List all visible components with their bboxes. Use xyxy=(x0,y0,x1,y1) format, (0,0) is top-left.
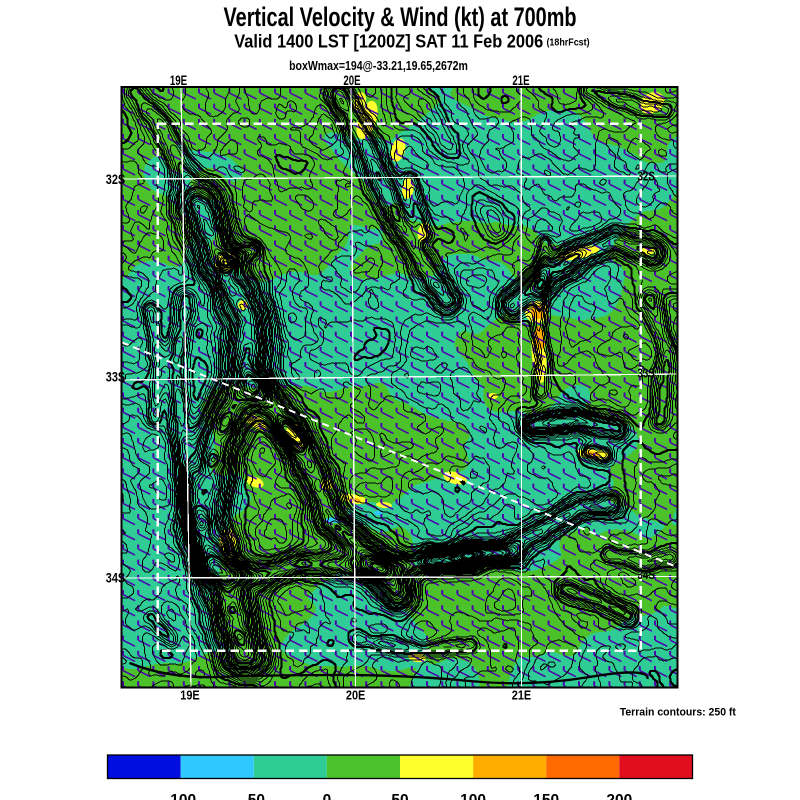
svg-text:32S: 32S xyxy=(106,172,125,188)
svg-text:boxWmax=194@-33.21,19.65,2672m: boxWmax=194@-33.21,19.65,2672m xyxy=(289,58,468,73)
svg-text:20E: 20E xyxy=(346,688,365,703)
svg-text:34S: 34S xyxy=(638,569,656,582)
svg-text:34S: 34S xyxy=(106,570,125,586)
svg-text:50: 50 xyxy=(391,792,408,800)
svg-text:Vertical Velocity & Wind (kt): Vertical Velocity & Wind (kt) at 700mb xyxy=(223,2,576,31)
svg-text:33S: 33S xyxy=(638,367,656,380)
svg-text:-100: -100 xyxy=(165,792,196,800)
svg-text:100: 100 xyxy=(460,792,486,800)
svg-text:19E: 19E xyxy=(170,74,187,89)
svg-text:Valid 1400 LST [1200Z] SAT 11: Valid 1400 LST [1200Z] SAT 11 Feb 2006 xyxy=(234,31,543,52)
svg-text:Terrain contours: 250 ft: Terrain contours: 250 ft xyxy=(620,706,737,718)
svg-text:-50: -50 xyxy=(243,792,266,800)
svg-text:200: 200 xyxy=(606,792,632,800)
svg-text:0: 0 xyxy=(323,792,332,800)
svg-text:(18hrFcst): (18hrFcst) xyxy=(546,37,589,49)
svg-text:21E: 21E xyxy=(512,688,531,703)
svg-text:150: 150 xyxy=(533,792,559,800)
svg-text:19E: 19E xyxy=(180,688,199,703)
svg-text:21E: 21E xyxy=(512,74,529,89)
svg-text:32S: 32S xyxy=(638,170,656,183)
svg-text:20E: 20E xyxy=(343,74,360,89)
svg-text:33S: 33S xyxy=(106,369,125,385)
